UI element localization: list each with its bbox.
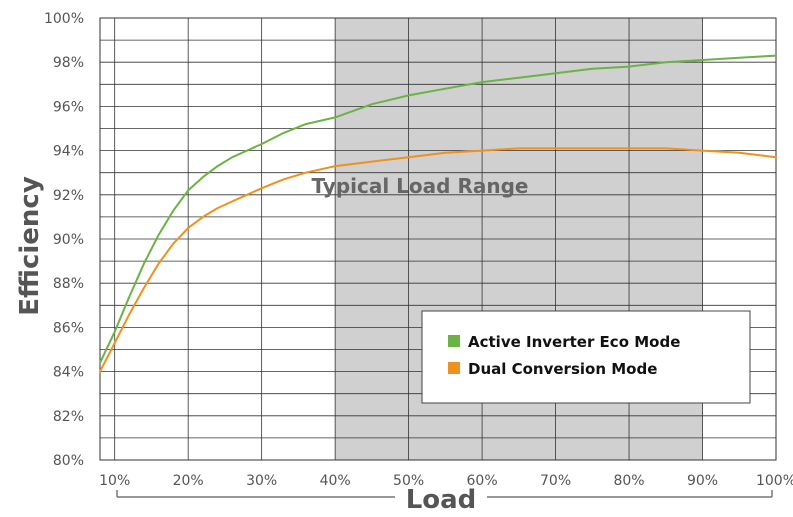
y-tick-label: 94% <box>53 144 84 160</box>
x-axis-label: Load <box>406 485 477 515</box>
x-tick-label: 30% <box>246 473 277 489</box>
x-tick-label: 40% <box>320 473 351 489</box>
x-tick-label: 20% <box>173 473 204 489</box>
y-tick-label: 86% <box>53 320 84 336</box>
legend-swatch-eco <box>448 335 460 347</box>
plot-frame <box>99 17 777 461</box>
legend-swatch-dual <box>448 362 460 374</box>
x-tick-label: 100% <box>756 473 793 489</box>
y-tick-label: 82% <box>53 409 84 425</box>
y-tick-label: 84% <box>53 365 84 381</box>
y-tick-label: 88% <box>53 276 84 292</box>
x-axis-bracket <box>116 490 773 498</box>
legend: Active Inverter Eco Mode Dual Conversion… <box>421 310 751 404</box>
series-line-0 <box>99 54 777 364</box>
series-layer <box>99 54 777 373</box>
y-tick-label: 90% <box>53 232 84 248</box>
y-tick-label: 100% <box>44 11 84 27</box>
y-axis-label: Efficiency <box>15 176 45 316</box>
tick-label-layer: 80% 82% 84% 86% 88% 90% 92% 94% 96% 98% 100% 10% 20%… <box>44 11 793 489</box>
y-tick-label: 80% <box>53 453 84 469</box>
legend-box <box>421 310 751 404</box>
x-tick-label: 80% <box>613 473 644 489</box>
x-tick-label: 50% <box>393 473 424 489</box>
series-line-1 <box>99 147 777 373</box>
legend-label-dual: Dual Conversion Mode <box>468 360 657 378</box>
highlight-range-label: Typical Load Range <box>312 174 529 198</box>
legend-label-eco: Active Inverter Eco Mode <box>468 333 680 351</box>
x-tick-label: 60% <box>467 473 498 489</box>
y-tick-label: 92% <box>53 188 84 204</box>
x-tick-label: 10% <box>99 473 130 489</box>
x-tick-label: 90% <box>687 473 718 489</box>
y-tick-label: 98% <box>53 55 84 71</box>
x-tick-label: 70% <box>540 473 571 489</box>
y-tick-label: 96% <box>53 99 84 115</box>
